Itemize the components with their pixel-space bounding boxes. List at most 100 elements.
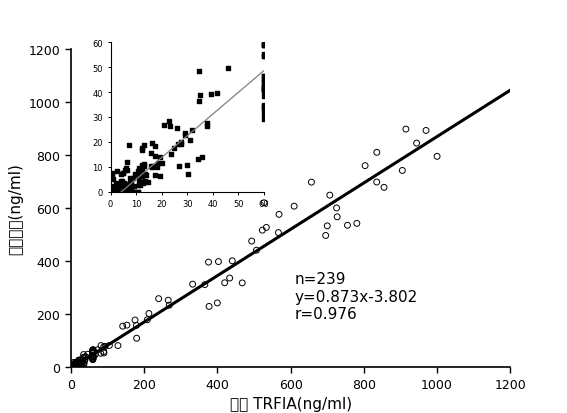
Point bbox=[68, 363, 77, 370]
Point bbox=[67, 364, 76, 371]
Point bbox=[138, 167, 147, 173]
Point bbox=[67, 364, 76, 371]
Point bbox=[69, 361, 78, 368]
Point bbox=[88, 349, 98, 355]
Point bbox=[69, 363, 78, 369]
Point bbox=[70, 363, 79, 370]
Point bbox=[88, 347, 98, 354]
Point bbox=[69, 363, 78, 370]
Point bbox=[67, 364, 76, 371]
Point bbox=[185, 138, 194, 145]
Point bbox=[122, 168, 131, 174]
Point bbox=[150, 153, 159, 159]
Point bbox=[140, 171, 149, 178]
Point bbox=[193, 156, 202, 163]
Point bbox=[88, 353, 98, 360]
Point bbox=[259, 53, 268, 60]
Point bbox=[126, 188, 136, 195]
Point bbox=[321, 233, 330, 239]
Point bbox=[113, 189, 122, 195]
Point bbox=[259, 86, 268, 93]
Point bbox=[259, 77, 268, 83]
Point bbox=[66, 362, 75, 369]
Point bbox=[352, 221, 361, 227]
Point bbox=[259, 78, 268, 85]
Point bbox=[147, 164, 156, 171]
Point bbox=[73, 361, 82, 368]
Point bbox=[69, 364, 78, 371]
Point bbox=[88, 354, 98, 360]
Point bbox=[118, 323, 127, 330]
Point bbox=[113, 189, 122, 195]
Point bbox=[136, 180, 145, 186]
Point bbox=[66, 364, 75, 371]
Point bbox=[259, 26, 268, 32]
Point bbox=[132, 335, 141, 342]
Point bbox=[66, 364, 75, 371]
Point bbox=[151, 173, 160, 179]
Point bbox=[412, 140, 421, 147]
Point bbox=[125, 175, 134, 182]
Point bbox=[88, 352, 98, 358]
Point bbox=[66, 364, 75, 371]
Point bbox=[154, 296, 163, 302]
Point bbox=[198, 154, 207, 161]
Point bbox=[177, 139, 186, 146]
Point bbox=[122, 189, 131, 195]
Point bbox=[117, 189, 126, 195]
Point bbox=[252, 247, 261, 254]
Point bbox=[67, 364, 76, 371]
Point bbox=[134, 165, 143, 171]
Point bbox=[70, 363, 79, 369]
Point bbox=[78, 362, 87, 369]
Point bbox=[181, 133, 190, 139]
Point bbox=[77, 359, 86, 366]
Point bbox=[421, 128, 430, 134]
Point bbox=[259, 102, 268, 109]
Point bbox=[379, 185, 388, 191]
Point bbox=[228, 258, 237, 264]
Point bbox=[173, 142, 182, 148]
Point bbox=[88, 349, 98, 355]
Point bbox=[88, 353, 98, 360]
X-axis label: 磁珠 TRFIA(ng/ml): 磁珠 TRFIA(ng/ml) bbox=[230, 396, 352, 411]
Point bbox=[204, 259, 213, 266]
Point bbox=[71, 362, 80, 368]
Point bbox=[69, 359, 78, 366]
Point bbox=[100, 343, 109, 350]
Point bbox=[167, 151, 176, 157]
Point bbox=[75, 357, 84, 364]
Point bbox=[88, 349, 98, 356]
Point bbox=[88, 353, 98, 359]
Point bbox=[259, 88, 268, 95]
Point bbox=[111, 189, 120, 195]
Point bbox=[110, 189, 119, 195]
Point bbox=[117, 189, 126, 195]
Point bbox=[88, 353, 98, 360]
Point bbox=[88, 355, 98, 362]
Point bbox=[259, 43, 268, 49]
Point bbox=[88, 353, 98, 360]
Point bbox=[107, 189, 116, 195]
Point bbox=[70, 362, 79, 369]
Point bbox=[134, 182, 143, 189]
Point bbox=[88, 350, 98, 356]
Point bbox=[116, 189, 125, 195]
Point bbox=[155, 154, 164, 161]
Point bbox=[274, 230, 283, 236]
Point bbox=[73, 359, 82, 366]
Point bbox=[259, 94, 268, 100]
Point bbox=[307, 179, 316, 186]
Point bbox=[259, 116, 268, 123]
Point bbox=[105, 342, 114, 349]
Point bbox=[258, 227, 267, 234]
Point bbox=[70, 364, 79, 371]
Point bbox=[111, 189, 120, 195]
Point bbox=[75, 360, 84, 367]
Point bbox=[69, 364, 78, 371]
Point bbox=[111, 189, 120, 195]
Point bbox=[125, 180, 134, 187]
Point bbox=[99, 344, 108, 350]
Point bbox=[124, 181, 133, 188]
Point bbox=[80, 357, 89, 363]
